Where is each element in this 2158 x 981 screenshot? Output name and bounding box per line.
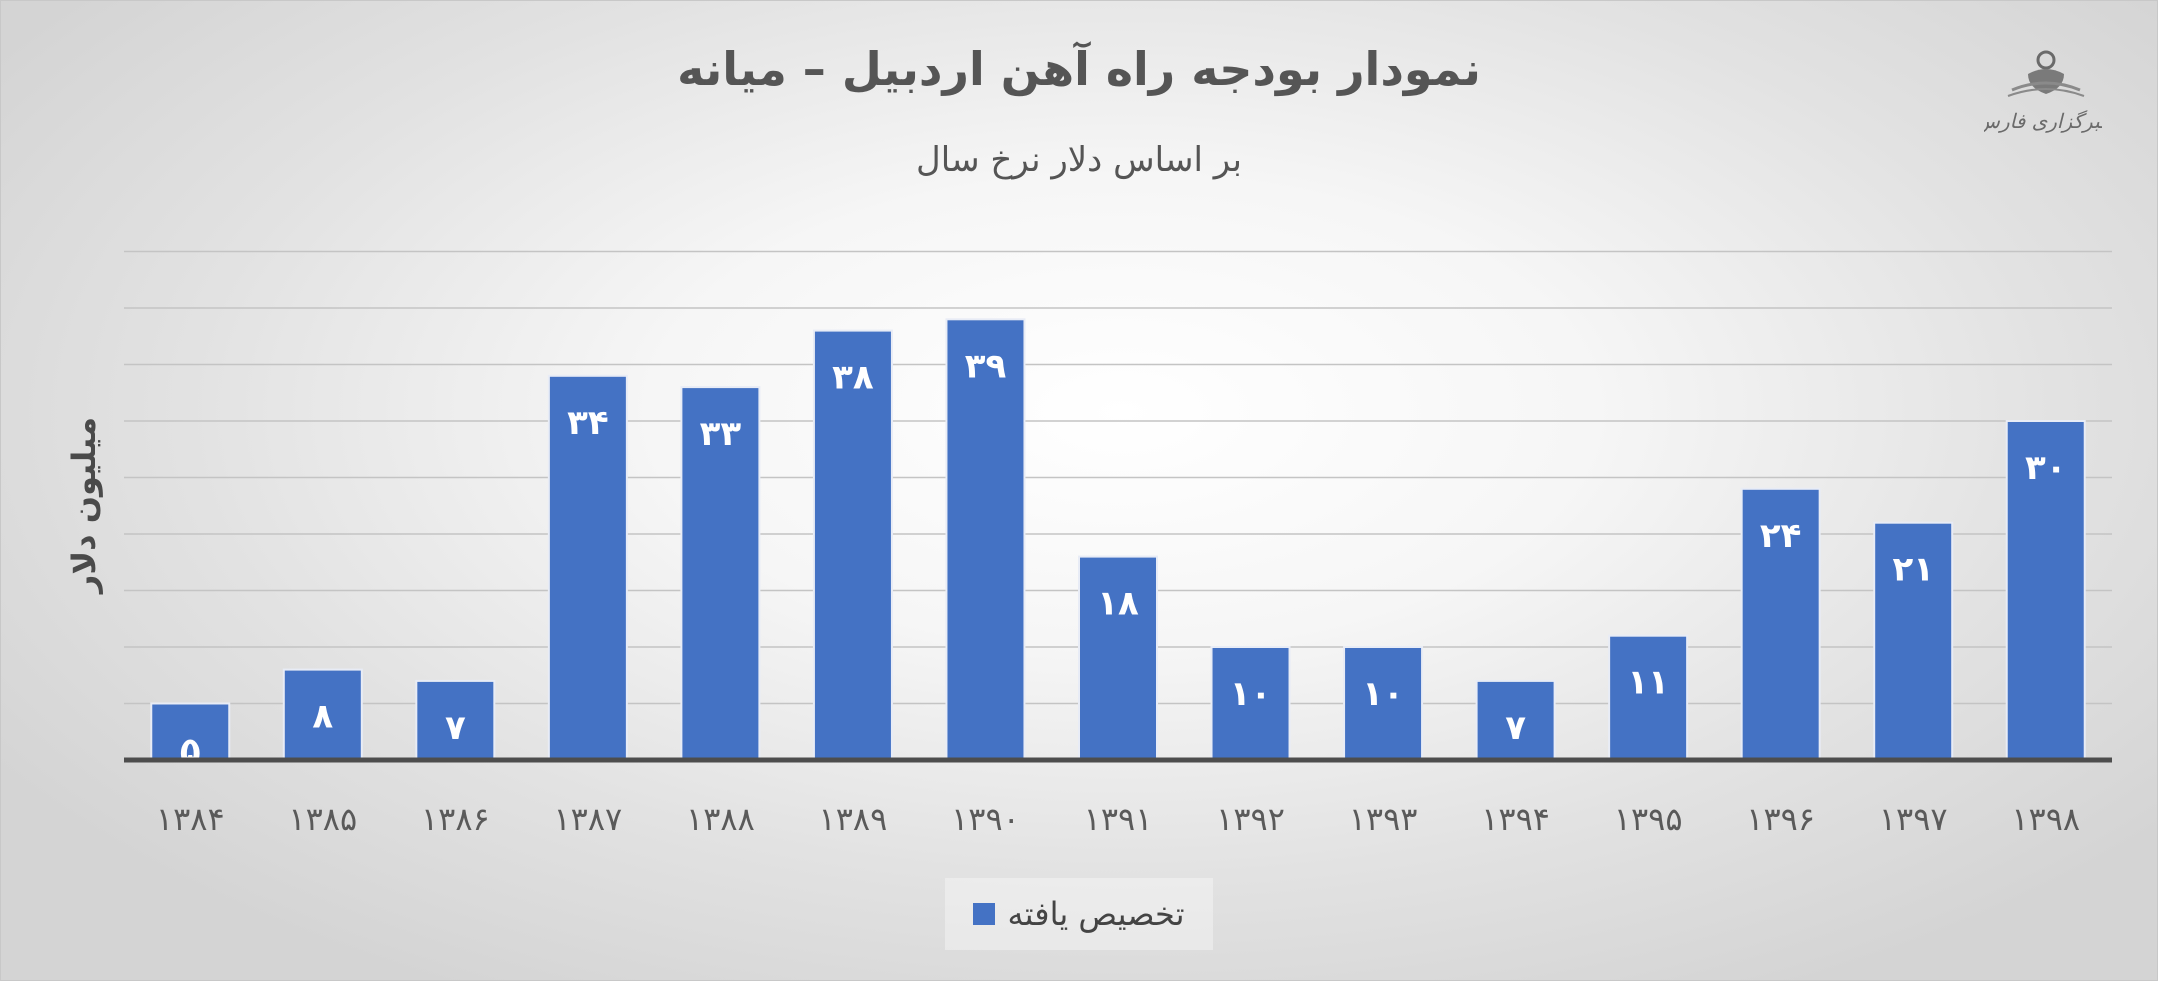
data-label: ۸ xyxy=(312,697,333,737)
x-tick-label: ۱۳۸۵ xyxy=(288,800,357,838)
data-label: ۱۰ xyxy=(1230,674,1272,714)
bar xyxy=(2005,420,2086,761)
data-label: ۱۱ xyxy=(1627,663,1669,703)
bar xyxy=(812,329,893,761)
x-tick-label: ۱۳۹۴ xyxy=(1481,800,1550,838)
fars-news-agency-logo: خبرگزاری فارس xyxy=(1984,50,2102,133)
x-tick-label: ۱۳۹۸ xyxy=(2011,800,2080,838)
x-tick-label: ۱۳۹۷ xyxy=(1879,800,1948,838)
x-tick-label: ۱۳۹۲ xyxy=(1216,800,1285,838)
data-label: ۳۸ xyxy=(832,358,874,398)
bar xyxy=(415,679,496,762)
bar xyxy=(150,702,231,761)
chart-title: نمودار بودجه راه آهن اردبیل – میانه xyxy=(677,42,1481,96)
data-label: ۳۰ xyxy=(2025,448,2067,488)
data-label: ۷ xyxy=(1505,708,1526,748)
bar xyxy=(1343,646,1424,761)
data-label: ۲۱ xyxy=(1892,550,1934,590)
logo-text: خبرگزاری فارس xyxy=(1984,109,2102,133)
bar xyxy=(1475,679,1556,762)
bar xyxy=(1210,646,1291,761)
x-tick-label: ۱۳۸۷ xyxy=(553,800,622,838)
x-tick-label: ۱۳۹۵ xyxy=(1614,800,1683,838)
x-tick-label: ۱۳۹۱ xyxy=(1084,800,1153,838)
legend-swatch xyxy=(973,903,996,925)
data-label: ۱۸ xyxy=(1097,584,1139,624)
x-tick-label: ۱۳۹۰ xyxy=(951,800,1020,838)
x-tick-label: ۱۳۸۴ xyxy=(156,800,225,838)
chart-subtitle: بر اساس دلار نرخ سال xyxy=(916,140,1242,180)
data-label: ۳۳ xyxy=(700,414,742,454)
data-label: ۱۰ xyxy=(1362,674,1404,714)
legend-label: تخصیص یافته xyxy=(1007,895,1185,933)
data-label: ۳۹ xyxy=(965,346,1007,386)
x-tick-label: ۱۳۸۹ xyxy=(819,800,888,838)
data-label: ۲۴ xyxy=(1760,516,1802,556)
bar xyxy=(945,318,1026,761)
x-tick-label: ۱۳۹۳ xyxy=(1349,800,1418,838)
data-label: ۵ xyxy=(180,731,201,771)
legend: تخصیص یافته xyxy=(945,878,1213,950)
x-tick-label: ۱۳۹۶ xyxy=(1746,800,1815,838)
bar xyxy=(1078,555,1158,761)
x-tick-label: ۱۳۸۶ xyxy=(421,800,490,838)
x-tick-label: ۱۳۸۸ xyxy=(686,800,755,838)
data-label: ۳۴ xyxy=(567,403,609,443)
data-label: ۷ xyxy=(445,708,466,748)
